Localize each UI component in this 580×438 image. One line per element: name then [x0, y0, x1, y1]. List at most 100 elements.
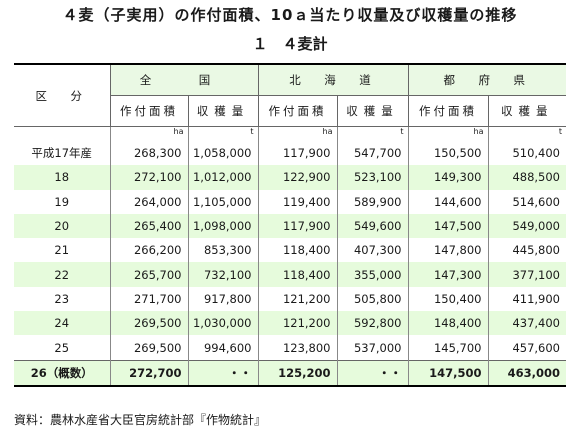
cell: ・・ — [187, 359, 258, 387]
cell: 355,000 — [336, 262, 408, 287]
row-label: 26（概数） — [14, 359, 110, 387]
cell: 122,900 — [257, 165, 337, 190]
table-row-latest: 26（概数） 272,700 ・・ 125,200 ・・ 147,500 463… — [14, 359, 566, 387]
table-row: 19 264,000 1,105,000 119,400 589,900 144… — [14, 189, 566, 214]
cell: 732,100 — [187, 262, 258, 287]
cell: 592,800 — [336, 311, 408, 336]
cell: 125,200 — [257, 359, 337, 387]
cell: 123,800 — [257, 335, 337, 361]
unit-label: t — [336, 126, 408, 141]
cell: 411,900 — [487, 286, 566, 312]
cell: 523,100 — [336, 165, 408, 190]
cell: 510,400 — [487, 141, 566, 166]
cell: 514,600 — [487, 189, 566, 214]
table-row: 20 265,400 1,098,000 117,900 549,600 147… — [14, 213, 566, 239]
table-row: 18 272,100 1,012,000 122,900 523,100 149… — [14, 165, 566, 190]
col-header-harvest: 収穫量 — [487, 95, 566, 127]
cell: 121,200 — [257, 311, 337, 336]
row-label: 22 — [14, 262, 110, 287]
table-subtitle: １ ４麦計 — [252, 35, 328, 53]
cell: 264,000 — [109, 189, 188, 214]
cell: 150,500 — [407, 141, 488, 166]
unit-label: t — [487, 126, 566, 141]
cell: 549,000 — [487, 213, 566, 239]
group-header-hokkaido: 北 海 道 — [257, 63, 408, 96]
unit-label: t — [187, 126, 258, 141]
table-row: 23 271,700 917,800 121,200 505,800 150,4… — [14, 286, 566, 312]
cell: 589,900 — [336, 189, 408, 214]
cell: 377,100 — [487, 262, 566, 287]
row-label: 21 — [54, 243, 70, 258]
cell: 457,600 — [487, 335, 566, 361]
row-label: 平成17年産 — [31, 146, 93, 161]
cell: 147,500 — [407, 359, 488, 387]
cell: 1,012,000 — [187, 165, 258, 190]
table-row: 22 265,700 732,100 118,400 355,000 147,3… — [14, 262, 566, 287]
col-header-area: 作付面積 — [257, 95, 337, 127]
col-header-area: 作付面積 — [407, 95, 488, 127]
row-label: 20 — [14, 213, 110, 239]
wheat-statistics-table: 区 分 全 国 北 海 道 都 府 県 作付面積 収穫量 作付面積 収穫量 作付… — [14, 63, 566, 387]
cell: 149,300 — [407, 165, 488, 190]
cell: 1,098,000 — [187, 213, 258, 239]
cell: ・・ — [336, 359, 408, 387]
cell: 488,500 — [487, 165, 566, 190]
cell: 271,700 — [109, 286, 188, 312]
cell: 445,800 — [487, 238, 566, 263]
row-label: 24 — [14, 311, 110, 336]
table-row: 平成17年産 268,300 1,058,000 117,900 547,700… — [14, 141, 566, 166]
source-note: 資料：農林水産省大臣官房統計部『作物統計』 — [14, 413, 267, 427]
col-header-harvest: 収穫量 — [336, 95, 408, 127]
cell: 147,500 — [407, 213, 488, 239]
cell: 505,800 — [336, 286, 408, 312]
cell: 853,300 — [187, 238, 258, 263]
cell: 269,500 — [109, 311, 188, 336]
cell: 266,200 — [109, 238, 188, 263]
cell: 265,700 — [109, 262, 188, 287]
cell: 537,000 — [336, 335, 408, 361]
cell: 118,400 — [257, 238, 337, 263]
cell: 1,105,000 — [187, 189, 258, 214]
cell: 147,800 — [407, 238, 488, 263]
cell: 144,600 — [407, 189, 488, 214]
row-label: 18 — [14, 165, 110, 190]
units-row: ha t ha t ha t — [14, 126, 566, 141]
table-row: 24 269,500 1,030,000 121,200 592,800 148… — [14, 311, 566, 336]
cell: 265,400 — [109, 213, 188, 239]
cell: 147,300 — [407, 262, 488, 287]
cell: 1,058,000 — [187, 141, 258, 166]
cell: 917,800 — [187, 286, 258, 312]
cell: 407,300 — [336, 238, 408, 263]
unit-label: ha — [257, 126, 337, 141]
cell: 119,400 — [257, 189, 337, 214]
cell: 118,400 — [257, 262, 337, 287]
cell: 150,400 — [407, 286, 488, 312]
table-row: 21 266,200 853,300 118,400 407,300 147,8… — [14, 238, 566, 263]
row-label: 23 — [54, 291, 70, 306]
cell: 272,100 — [109, 165, 188, 190]
row-label: 19 — [54, 194, 70, 209]
cell: 121,200 — [257, 286, 337, 312]
group-header-national: 全 国 — [109, 63, 258, 96]
col-header-area: 作付面積 — [109, 95, 188, 127]
table-row: 25 269,500 994,600 123,800 537,000 145,7… — [14, 335, 566, 361]
cell: 272,700 — [109, 359, 188, 387]
row-label: 25 — [54, 340, 70, 355]
group-header-prefectures: 都 府 県 — [407, 63, 566, 96]
cell: 269,500 — [109, 335, 188, 361]
cell: 547,700 — [336, 141, 408, 166]
page-title: ４麦（子実用）の作付面積、10ａ当たり収量及び収穫量の推移 — [62, 6, 518, 24]
row-header-label: 区 分 — [14, 63, 110, 127]
cell: 148,400 — [407, 311, 488, 336]
cell: 994,600 — [187, 335, 258, 361]
cell: 549,600 — [336, 213, 408, 239]
cell: 117,900 — [257, 213, 337, 239]
cell: 437,400 — [487, 311, 566, 336]
cell: 268,300 — [109, 141, 188, 166]
cell: 1,030,000 — [187, 311, 258, 336]
cell: 145,700 — [407, 335, 488, 361]
cell: 117,900 — [257, 141, 337, 166]
cell: 463,000 — [487, 359, 566, 387]
unit-label: ha — [407, 126, 488, 141]
unit-label: ha — [109, 126, 188, 141]
